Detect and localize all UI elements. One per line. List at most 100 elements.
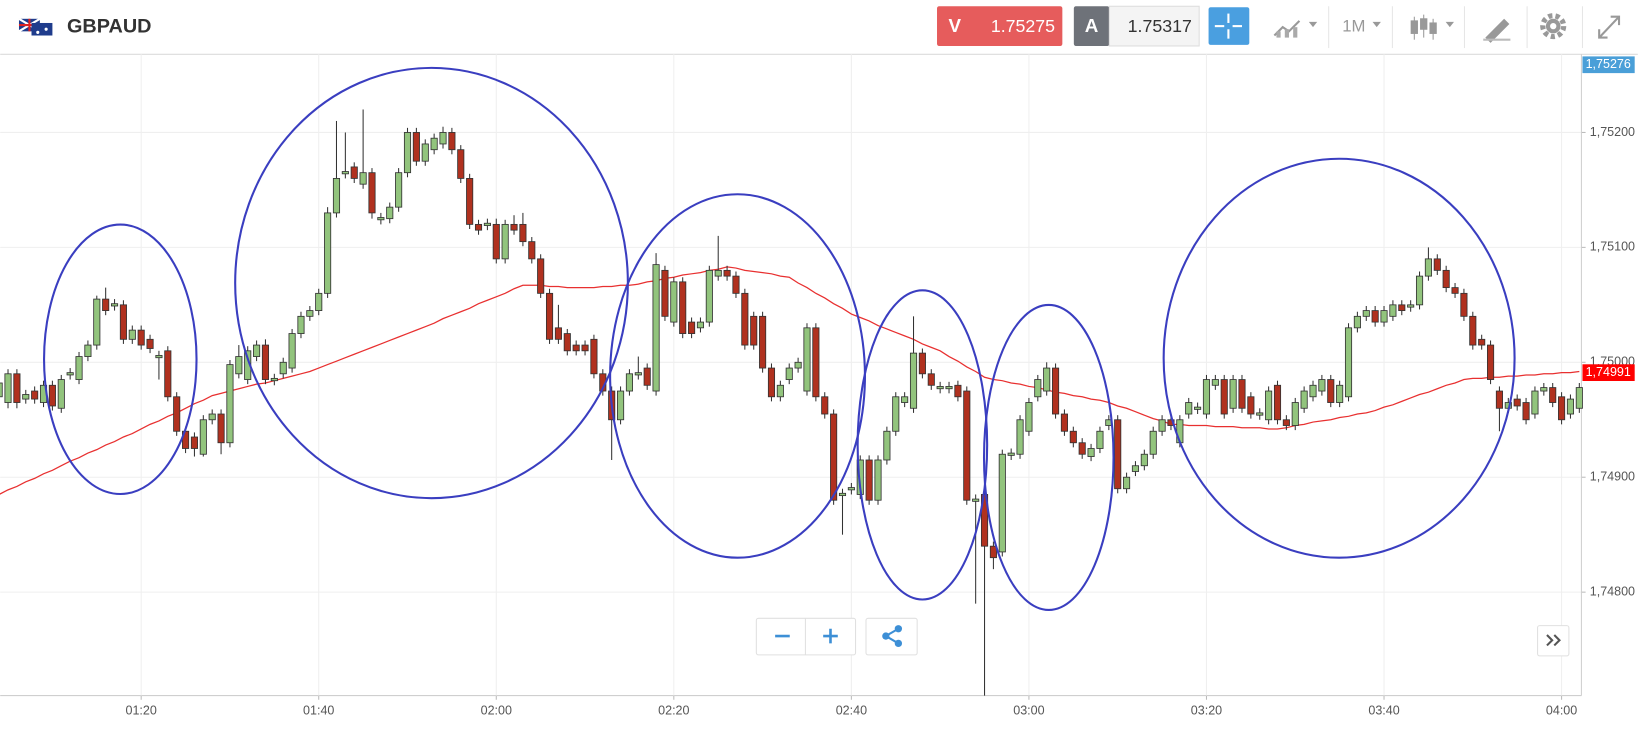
candle-body [439, 132, 447, 145]
candle-body [1229, 379, 1237, 409]
candle-body [1087, 448, 1095, 457]
candle-body [945, 386, 953, 390]
candle-body [1522, 402, 1530, 421]
candle-body [794, 361, 802, 369]
chart-type-button[interactable] [1273, 20, 1318, 38]
candle-body [1238, 379, 1246, 409]
candle-body [652, 264, 660, 392]
candle-body [1469, 315, 1477, 346]
candle-body [1424, 258, 1432, 277]
candle-body [643, 367, 651, 386]
crosshair-button[interactable] [1208, 7, 1250, 45]
share-icon [882, 625, 903, 648]
candle-body [1540, 387, 1548, 392]
candle-body [998, 453, 1006, 553]
candle-body [1265, 390, 1273, 421]
timeframe[interactable]: 1M [1342, 17, 1365, 36]
candle-body [838, 492, 847, 497]
candle-body [750, 315, 758, 346]
candle-body [661, 269, 669, 317]
x-tick-label: 03:40 [1368, 704, 1399, 718]
candle-body [963, 390, 971, 501]
candle-body [1096, 430, 1104, 449]
axes: 1,752001,751001,750001,749001,7480001:20… [126, 56, 1635, 718]
candle-body [128, 329, 136, 340]
sell-label: V [949, 15, 962, 36]
candle-body [1362, 310, 1370, 317]
x-tick-label: 02:00 [481, 704, 512, 718]
candle-body [528, 241, 536, 260]
candle-body [102, 298, 110, 312]
candle-body [1202, 379, 1211, 415]
candle-body [474, 223, 483, 231]
settings-icon[interactable] [1540, 13, 1567, 40]
symbol: GBPAUD [67, 15, 151, 37]
candle-body [1273, 384, 1282, 421]
candle-body [0, 382, 3, 398]
candle-body [1318, 379, 1326, 392]
candle-body [892, 396, 900, 432]
draw-tool-icon[interactable] [1483, 18, 1511, 43]
candle-body [670, 281, 678, 323]
candle-body [874, 459, 882, 501]
x-tick-label: 01:40 [303, 704, 334, 718]
candle-body [57, 379, 65, 409]
flag-icon [18, 17, 53, 36]
candle-body [466, 178, 474, 225]
y-tick-label: 1,75100 [1590, 240, 1635, 254]
candle-body [1282, 419, 1290, 426]
candle-body [821, 396, 829, 415]
expand-icon[interactable] [1598, 15, 1621, 39]
candle-body [270, 377, 278, 382]
candle-body [386, 206, 394, 220]
candle-body [883, 430, 891, 461]
candle-body [164, 350, 172, 398]
candle-body [1344, 327, 1353, 398]
x-tick-label: 03:20 [1191, 704, 1222, 718]
x-tick-label: 01:20 [126, 704, 157, 718]
candle-body [572, 344, 580, 352]
candle-icon[interactable] [1410, 14, 1455, 40]
candle-body [84, 344, 92, 357]
candle-body [1149, 430, 1157, 455]
x-tick-label: 03:00 [1013, 704, 1044, 718]
buy-price-box[interactable] [1108, 5, 1200, 47]
candle-body [253, 344, 261, 357]
candle-body [315, 292, 323, 312]
candle-body [1078, 442, 1086, 455]
candle-body [865, 459, 873, 501]
candle-body [1566, 398, 1575, 415]
buy-button[interactable] [1073, 6, 1110, 46]
candle-body [1043, 367, 1051, 392]
candle-body [377, 217, 385, 221]
candle-body [421, 143, 429, 162]
candle-body [261, 344, 270, 380]
candle-body [1460, 292, 1468, 317]
candle-body [1309, 384, 1317, 398]
buy-label: A [1085, 15, 1099, 36]
candle-body [1415, 275, 1424, 306]
candle-body [688, 321, 696, 334]
candle-body [1052, 367, 1060, 415]
candle-body [1025, 402, 1033, 432]
candle-body [1327, 379, 1335, 403]
candle-body [918, 352, 926, 375]
zoom-in-button[interactable] [823, 628, 838, 644]
candle-body [1433, 258, 1441, 271]
candle-body [1069, 430, 1077, 444]
annotation-ellipse [982, 303, 1115, 611]
annotation-ellipse [856, 289, 989, 601]
candle-body [1114, 419, 1122, 490]
share-button[interactable] [865, 617, 918, 656]
sell-button[interactable] [937, 6, 1063, 46]
scroll-right-button[interactable] [1537, 625, 1570, 657]
candle-body [714, 269, 722, 277]
price-marker [1582, 364, 1635, 382]
candle-body [31, 390, 39, 400]
timeframe-arrow [1372, 21, 1381, 28]
candle-body [146, 338, 154, 349]
x-tick-label: 02:40 [836, 704, 867, 718]
candle-body [332, 178, 341, 214]
candle-body [137, 329, 145, 346]
header-bar [0, 0, 1638, 55]
